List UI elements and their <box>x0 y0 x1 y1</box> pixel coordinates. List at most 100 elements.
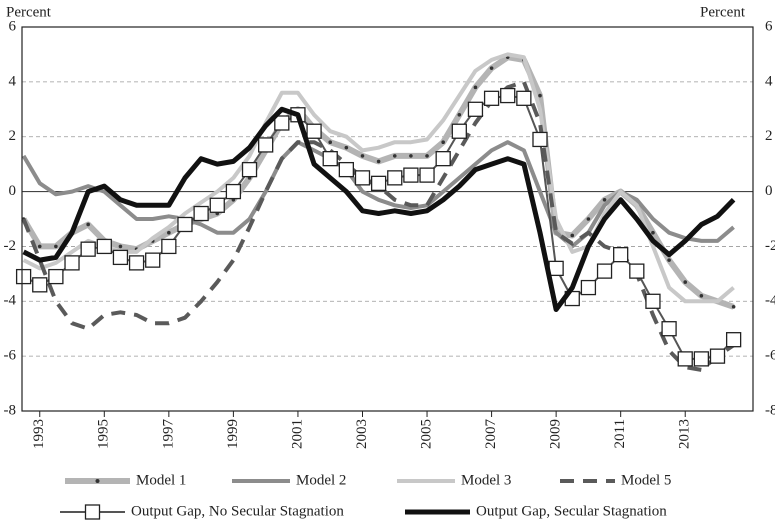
series-line <box>21 79 735 372</box>
x-tick-label: 2005 <box>418 419 434 449</box>
y-tick-label-left: -6 <box>4 348 17 364</box>
x-tick-label: 2007 <box>483 419 499 450</box>
y-tick-label-left: 6 <box>9 18 17 34</box>
square-marker <box>338 161 355 178</box>
square-marker <box>306 123 322 139</box>
legend-label: Model 2 <box>296 472 346 488</box>
square-marker <box>387 170 403 186</box>
y-axis-label-left: Percent <box>6 4 52 20</box>
square-marker <box>274 115 290 131</box>
x-tick-label: 1993 <box>31 419 47 449</box>
y-tick-label-left: -8 <box>4 402 17 418</box>
square-marker <box>209 197 225 213</box>
y-tick-label-left: 2 <box>9 128 17 144</box>
square-marker <box>370 175 387 191</box>
y-tick-label-left: -4 <box>4 293 17 309</box>
square-marker <box>580 279 597 296</box>
square-marker <box>32 277 48 293</box>
dot-marker <box>376 159 381 164</box>
square-marker <box>193 205 209 222</box>
x-tick-label: 1995 <box>96 419 112 449</box>
series-line <box>23 94 735 360</box>
y-tick-label-right: -6 <box>765 348 775 364</box>
dot-marker <box>586 217 591 221</box>
x-tick-label: 2011 <box>612 419 628 448</box>
y-tick-label-left: 4 <box>9 73 17 89</box>
square-marker <box>177 216 193 233</box>
square-marker <box>241 161 258 178</box>
series-line <box>22 106 736 312</box>
dot-marker <box>118 244 123 249</box>
y-tick-label-right: -2 <box>765 238 775 254</box>
dot-marker <box>651 230 655 235</box>
square-marker <box>48 268 64 285</box>
square-marker <box>629 263 645 279</box>
dot-marker <box>360 154 365 158</box>
square-marker <box>677 351 693 367</box>
x-tick-label: 2013 <box>677 419 693 449</box>
square-marker <box>516 90 532 106</box>
legend-label: Model 3 <box>461 472 511 488</box>
dot-marker <box>489 66 494 70</box>
x-tick-label: 2009 <box>548 419 564 449</box>
y-tick-label-right: 2 <box>765 128 773 144</box>
dot-marker <box>441 140 445 144</box>
legend-marker <box>95 479 100 483</box>
square-marker <box>435 151 451 167</box>
dot-marker <box>683 280 688 284</box>
square-marker <box>80 241 96 257</box>
square-marker <box>661 321 677 337</box>
plot-frame <box>21 26 754 412</box>
square-marker <box>145 252 161 268</box>
dot-marker <box>667 258 671 262</box>
legend-marker <box>84 504 101 520</box>
dot-marker <box>167 230 171 235</box>
square-marker <box>725 332 742 348</box>
square-marker <box>128 255 145 271</box>
dot-marker <box>473 85 478 90</box>
square-marker <box>596 263 613 279</box>
legend-label: Model 1 <box>136 472 186 488</box>
square-marker <box>693 351 710 367</box>
square-marker <box>709 348 726 364</box>
dot-marker <box>425 154 429 158</box>
square-marker <box>403 167 419 183</box>
dot-marker <box>328 140 333 144</box>
legend-label: Output Gap, No Secular Stagnation <box>131 503 344 519</box>
x-tick-label: 2001 <box>289 419 305 449</box>
square-marker <box>96 238 112 255</box>
dot-marker <box>731 304 736 309</box>
y-tick-label-left: -2 <box>4 238 17 254</box>
square-marker <box>354 170 371 186</box>
square-marker <box>467 101 484 117</box>
series-line <box>22 52 735 304</box>
legend-label: Model 5 <box>621 472 671 488</box>
dot-marker <box>570 233 575 238</box>
square-marker <box>548 260 564 277</box>
square-marker <box>613 247 629 263</box>
dot-marker <box>54 244 58 249</box>
dot-marker <box>457 112 462 117</box>
dot-marker <box>392 154 397 158</box>
dot-marker <box>344 145 349 150</box>
square-marker <box>483 90 500 106</box>
x-tick-label: 1999 <box>225 419 241 449</box>
square-marker <box>500 87 516 104</box>
square-marker <box>64 255 80 271</box>
square-marker <box>645 293 661 309</box>
dot-marker <box>538 93 542 98</box>
dot-marker <box>699 294 704 298</box>
y-tick-label-right: 6 <box>765 18 773 34</box>
square-marker <box>322 151 338 167</box>
square-marker <box>112 249 129 266</box>
y-axis-label-right: Percent <box>700 4 746 20</box>
square-marker <box>225 183 242 200</box>
y-tick-label-right: -8 <box>765 402 775 418</box>
x-tick-label: 1997 <box>160 419 176 450</box>
dot-marker <box>37 244 42 249</box>
square-marker <box>532 131 548 148</box>
series-line <box>21 140 735 249</box>
square-marker <box>419 167 435 183</box>
dot-marker <box>86 222 90 227</box>
